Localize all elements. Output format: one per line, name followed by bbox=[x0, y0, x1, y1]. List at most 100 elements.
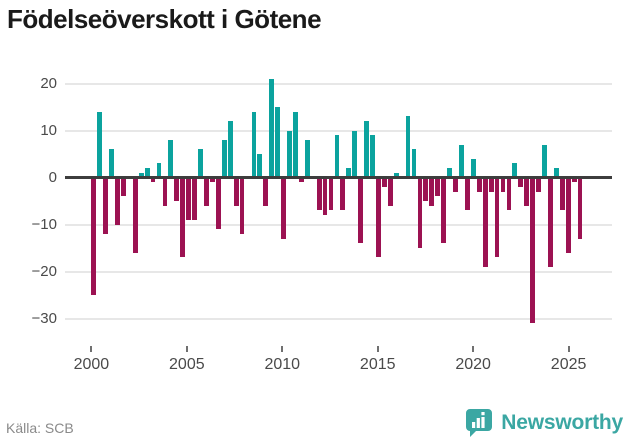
bar-negative bbox=[281, 177, 286, 239]
bar-positive bbox=[334, 135, 340, 178]
bar-positive bbox=[304, 139, 310, 178]
bar-negative bbox=[316, 177, 322, 211]
bar-positive bbox=[352, 130, 358, 178]
bar-negative bbox=[103, 177, 109, 234]
bar-positive bbox=[97, 111, 103, 178]
x-axis-label: 2010 bbox=[264, 356, 301, 373]
page-title: Födelseöverskott i Götene bbox=[7, 4, 322, 34]
bar-positive bbox=[227, 121, 233, 178]
bar-negative bbox=[358, 177, 364, 244]
bar-negative bbox=[115, 177, 120, 225]
bar-positive bbox=[257, 154, 263, 178]
bar-negative bbox=[239, 177, 245, 234]
x-axis-tick bbox=[90, 346, 93, 352]
gridline bbox=[65, 270, 612, 273]
bar-negative bbox=[571, 177, 577, 183]
bar-negative bbox=[387, 177, 393, 206]
bar-negative bbox=[328, 177, 334, 211]
bar-negative bbox=[174, 177, 180, 201]
bar-positive bbox=[275, 107, 281, 178]
bar-positive bbox=[109, 149, 114, 178]
bar-negative bbox=[429, 177, 435, 206]
bar-negative bbox=[91, 177, 97, 295]
x-axis-tick bbox=[567, 346, 570, 352]
x-axis-tick bbox=[472, 346, 475, 352]
bar-negative bbox=[162, 177, 168, 206]
bar-positive bbox=[156, 163, 162, 178]
bar-positive bbox=[293, 111, 298, 178]
bar-negative bbox=[132, 177, 138, 253]
bar-negative bbox=[233, 177, 239, 206]
bar-positive bbox=[168, 139, 174, 178]
bar-negative bbox=[417, 177, 423, 248]
bar-negative bbox=[559, 177, 565, 211]
x-axis-label: 2005 bbox=[169, 356, 205, 373]
bar-negative bbox=[524, 177, 530, 206]
bar-negative bbox=[180, 177, 186, 258]
newsworthy-logo-text: Newsworthy bbox=[501, 411, 623, 434]
bar-negative bbox=[482, 177, 488, 267]
newsworthy-bubble-chart-icon bbox=[465, 408, 493, 438]
gridline bbox=[65, 223, 612, 226]
y-axis-label: −20 bbox=[31, 263, 57, 280]
y-axis-label: 20 bbox=[40, 75, 57, 92]
bar-negative bbox=[322, 177, 328, 216]
bar-positive bbox=[411, 149, 417, 178]
bar-negative bbox=[494, 177, 500, 258]
bar-positive bbox=[269, 78, 275, 178]
bar-positive bbox=[470, 158, 476, 178]
x-axis-label: 2015 bbox=[359, 356, 396, 373]
bar-positive bbox=[512, 163, 518, 178]
bar-positive bbox=[447, 168, 452, 178]
gridline bbox=[65, 317, 612, 320]
bar-positive bbox=[364, 121, 369, 178]
bar-positive bbox=[138, 172, 144, 178]
bar-positive bbox=[553, 168, 559, 178]
bar-negative bbox=[204, 177, 209, 206]
y-axis-label: −30 bbox=[31, 310, 57, 327]
source-label: Källa: SCB bbox=[6, 420, 74, 436]
bar-negative bbox=[453, 177, 458, 192]
bar-negative bbox=[263, 177, 269, 206]
bar-negative bbox=[577, 177, 583, 239]
bar-negative bbox=[565, 177, 571, 253]
bar-negative bbox=[376, 177, 381, 258]
bar-negative bbox=[423, 177, 429, 201]
bar-negative bbox=[192, 177, 197, 220]
newsworthy-logo: Newsworthy bbox=[465, 408, 623, 438]
gridline bbox=[65, 129, 612, 132]
y-axis-label: −10 bbox=[31, 216, 57, 233]
bar-positive bbox=[144, 168, 150, 178]
bar-negative bbox=[298, 177, 304, 183]
bar-negative bbox=[435, 177, 441, 197]
bar-negative bbox=[548, 177, 553, 267]
bar-negative bbox=[476, 177, 482, 192]
bar-negative bbox=[121, 177, 126, 197]
gridline bbox=[65, 82, 612, 85]
bar-negative bbox=[506, 177, 512, 211]
x-axis-tick bbox=[376, 346, 379, 352]
bar-negative bbox=[530, 177, 536, 324]
y-axis-label: 10 bbox=[40, 122, 57, 139]
x-axis-label: 2025 bbox=[550, 356, 587, 373]
bar-negative bbox=[464, 177, 470, 211]
x-axis-label: 2000 bbox=[73, 356, 110, 373]
bar-negative bbox=[488, 177, 494, 192]
bar-positive bbox=[393, 172, 399, 178]
bar-positive bbox=[287, 130, 292, 178]
x-axis-label: 2020 bbox=[455, 356, 491, 373]
bar-negative bbox=[210, 177, 215, 183]
bar-positive bbox=[542, 144, 547, 178]
bar-negative bbox=[441, 177, 447, 244]
bar-negative bbox=[150, 177, 156, 183]
x-axis-tick bbox=[185, 346, 188, 352]
bar-positive bbox=[370, 135, 375, 178]
bar-positive bbox=[346, 168, 352, 178]
bar-negative bbox=[536, 177, 541, 192]
bar-negative bbox=[381, 177, 387, 187]
bar-positive bbox=[251, 111, 257, 178]
bar-negative bbox=[518, 177, 524, 187]
y-axis-label: 0 bbox=[48, 169, 57, 186]
